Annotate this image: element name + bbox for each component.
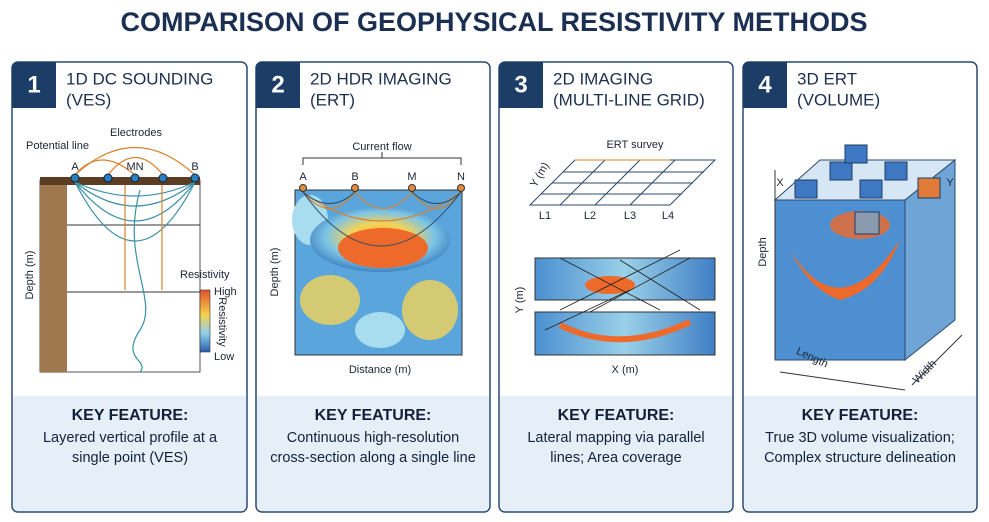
axis-label: Y (m) [514, 287, 526, 314]
axis-label: Distance (m) [349, 364, 411, 376]
number-badges [12, 62, 787, 108]
key-heading: KEY FEATURE: [315, 407, 432, 424]
panel-number: 2 [271, 71, 284, 98]
label: Resistivity [180, 269, 230, 281]
label: L4 [662, 210, 674, 222]
label: Potential line [26, 140, 89, 152]
axis-label: Y [946, 177, 954, 189]
panel-heading: (VES) [66, 90, 111, 109]
axis-label: Depth (m) [24, 251, 36, 300]
label: L1 [539, 210, 551, 222]
panel-number: 3 [514, 71, 527, 98]
axis-label: X [776, 177, 784, 189]
axis-label: Depth (m) [269, 248, 281, 297]
panel-heading: (MULTI-LINE GRID) [553, 90, 705, 109]
label: L3 [624, 210, 636, 222]
key-text: single point (VES) [72, 450, 188, 466]
label: B [351, 171, 358, 183]
key-text: Continuous high-resolution [287, 430, 460, 446]
label: A [299, 171, 307, 183]
label: Resistivity [216, 297, 228, 347]
key-text: True 3D volume visualization; [765, 430, 955, 446]
ert-section [292, 152, 465, 356]
key-heading: KEY FEATURE: [72, 407, 189, 424]
multi-line-grid [528, 159, 717, 206]
axis-label: Depth [757, 237, 769, 266]
key-text: Complex structure delineation [764, 450, 956, 466]
resistivity-slabs [534, 249, 716, 356]
label: High [214, 286, 237, 298]
ert-volume [773, 144, 963, 391]
key-text: Layered vertical profile at a [43, 430, 218, 446]
panel-heading: 1D DC SOUNDING [66, 69, 213, 88]
panel-heading: (VOLUME) [797, 90, 880, 109]
label: MN [126, 161, 143, 173]
label: B [191, 161, 198, 173]
panel-number: 1 [27, 71, 40, 98]
main-title: COMPARISON OF GEOPHYSICAL RESISTIVITY ME… [120, 7, 867, 37]
panel-heading: (ERT) [310, 90, 355, 109]
axis-label: X (m) [612, 364, 639, 376]
label: L2 [584, 210, 596, 222]
label: ERT survey [606, 139, 664, 151]
label: Electrodes [110, 127, 162, 139]
panel-heading: 2D IMAGING [553, 69, 653, 88]
key-text: Lateral mapping via parallel [527, 430, 704, 446]
panel-heading: 3D ERT [797, 69, 857, 88]
label: N [457, 171, 465, 183]
label: Low [214, 351, 234, 363]
ves-diagram [39, 147, 211, 373]
panel-heading: 2D HDR IMAGING [310, 69, 452, 88]
key-heading: KEY FEATURE: [802, 407, 919, 424]
key-bands [13, 396, 976, 511]
key-text: lines; Area coverage [550, 450, 681, 466]
label: Current flow [352, 141, 411, 153]
key-text: cross-section along a single line [270, 450, 476, 466]
key-heading: KEY FEATURE: [558, 407, 675, 424]
label: M [407, 171, 416, 183]
panel-number: 4 [758, 71, 772, 98]
label: A [71, 161, 79, 173]
